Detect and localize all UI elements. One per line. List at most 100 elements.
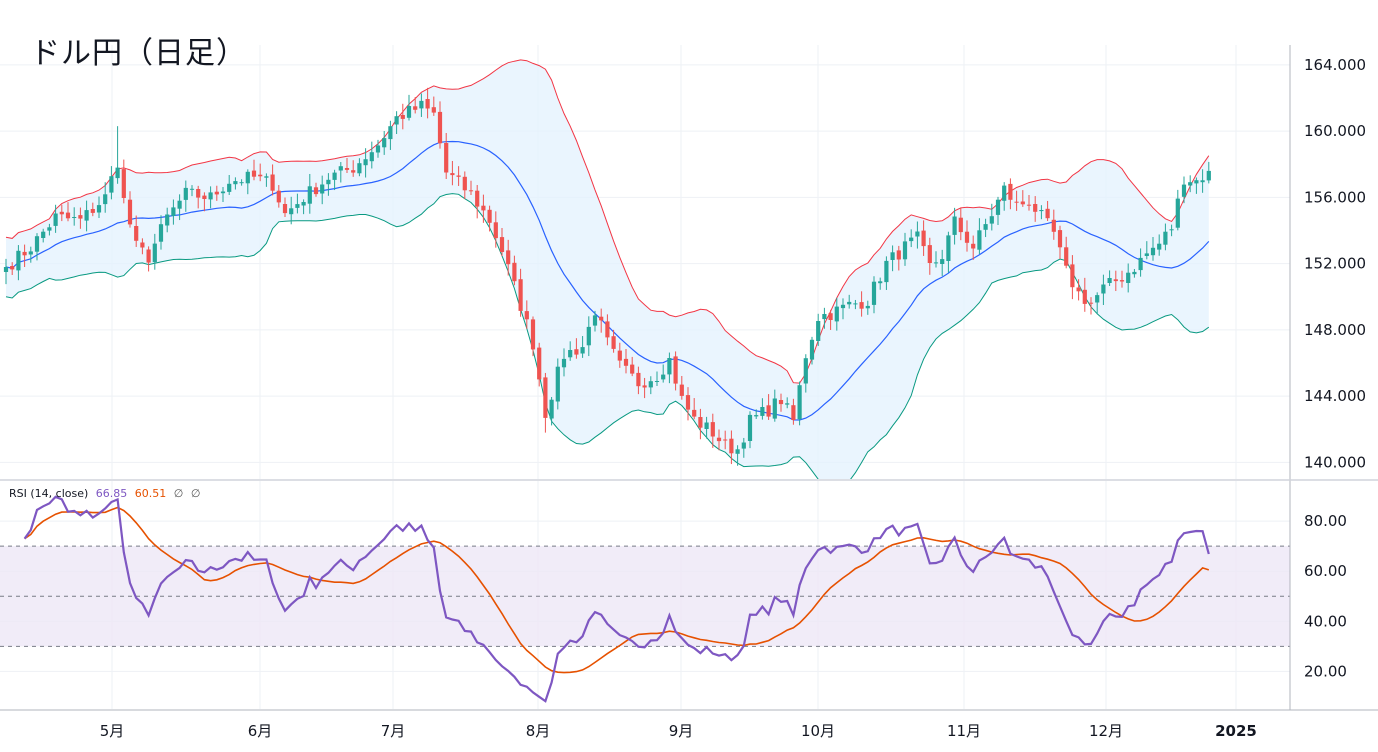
candle-body xyxy=(909,237,914,242)
candle-body xyxy=(679,384,684,396)
candle-body xyxy=(295,204,300,208)
candle-body xyxy=(524,311,529,320)
price-tick-label: 152.000 xyxy=(1304,255,1366,273)
candle-body xyxy=(1033,204,1038,212)
candle-body xyxy=(809,339,815,360)
candle-body xyxy=(747,414,753,441)
price-tick-label: 140.000 xyxy=(1304,453,1366,471)
candle-body xyxy=(915,231,920,237)
candle-body xyxy=(65,212,71,219)
candle-body xyxy=(617,350,622,361)
candle-body xyxy=(803,358,808,384)
candle-body xyxy=(1188,182,1193,186)
time-tick-label: 6月 xyxy=(248,722,273,740)
candle-body xyxy=(444,143,449,173)
candle-body xyxy=(630,364,635,374)
candle-body xyxy=(661,374,666,380)
candle-body xyxy=(1175,198,1180,228)
candle-body xyxy=(921,230,926,247)
rsi-lines xyxy=(23,495,1210,703)
candle-body xyxy=(475,190,480,207)
candle-body xyxy=(10,266,15,270)
candle-body xyxy=(1194,180,1199,184)
candle-body xyxy=(828,313,833,320)
candle-body xyxy=(419,100,424,109)
candle-body xyxy=(499,237,505,252)
candle-body xyxy=(1107,278,1112,283)
candle-body xyxy=(673,356,678,384)
candle-body xyxy=(1088,302,1094,304)
candle-body xyxy=(735,449,740,454)
candle-body xyxy=(22,251,27,256)
candle-body xyxy=(716,437,722,442)
candle-body xyxy=(276,190,281,203)
candle-body xyxy=(134,226,139,241)
candle-body xyxy=(369,152,374,162)
candle-body xyxy=(654,381,660,382)
candle-body xyxy=(561,358,567,368)
candle-body xyxy=(84,210,89,221)
candle-body xyxy=(890,252,895,260)
candle-body xyxy=(964,231,970,243)
candle-body xyxy=(568,350,573,358)
candle-body xyxy=(611,336,616,349)
candle-body xyxy=(127,199,133,225)
candle-body xyxy=(202,195,207,199)
candle-body xyxy=(648,381,653,388)
candle-body xyxy=(1039,210,1044,212)
candle-body xyxy=(605,321,610,338)
price-tick-label: 164.000 xyxy=(1304,56,1366,74)
candle-body xyxy=(1181,184,1187,197)
candle-body xyxy=(493,222,498,239)
candle-body xyxy=(946,235,951,261)
rsi-legend: RSI (14, close) 66.85 60.51 ∅ ∅ xyxy=(9,487,200,500)
candle-body xyxy=(623,358,629,366)
rsi-ma-value: 60.51 xyxy=(134,487,167,500)
candle-body xyxy=(983,224,988,230)
candle-body xyxy=(1076,287,1081,292)
candle-body xyxy=(592,315,598,326)
chart-title: ドル円（日足） xyxy=(30,36,247,71)
hide-icon[interactable]: ∅ xyxy=(173,487,184,500)
candle-body xyxy=(59,211,64,215)
time-axis: 5月 6月 7月 8月 9月 10月 11月 12月 2025 xyxy=(100,722,1257,740)
candle-body xyxy=(642,385,647,388)
rsi-tick-label: 40.00 xyxy=(1304,612,1347,630)
candle-body xyxy=(772,398,777,419)
candle-body xyxy=(1206,170,1211,181)
candle-body xyxy=(1064,247,1069,266)
candle-body xyxy=(580,347,585,354)
candle-body xyxy=(313,187,319,195)
candle-body xyxy=(121,169,126,198)
settings-icon[interactable]: ∅ xyxy=(190,487,201,500)
candle-body xyxy=(456,175,461,177)
candle-body xyxy=(1045,208,1050,219)
rsi-tick-label: 60.00 xyxy=(1304,562,1347,580)
candle-body xyxy=(1101,284,1106,294)
candle-body xyxy=(90,209,95,213)
candle-body xyxy=(778,400,784,405)
candle-body xyxy=(103,194,108,205)
candle-body xyxy=(710,422,715,437)
candle-body xyxy=(636,372,641,387)
candle-body xyxy=(1157,243,1162,250)
candle-body xyxy=(1119,280,1125,282)
candle-body xyxy=(853,303,858,305)
candle-body xyxy=(1138,257,1143,271)
candle-body xyxy=(481,205,486,211)
candle-body xyxy=(140,242,145,248)
candle-body xyxy=(462,176,467,191)
candle-body xyxy=(977,230,982,250)
candle-body xyxy=(896,250,901,260)
candle-body xyxy=(685,395,691,410)
candle-body xyxy=(1057,230,1063,248)
candle-body xyxy=(171,207,176,216)
candle-body xyxy=(989,216,994,224)
candle-body xyxy=(884,260,889,283)
candle-body xyxy=(512,262,517,282)
candle-body xyxy=(16,250,21,271)
rsi-legend-label: RSI (14, close) xyxy=(9,487,89,500)
candle-body xyxy=(289,208,294,215)
candle-body xyxy=(692,409,697,417)
